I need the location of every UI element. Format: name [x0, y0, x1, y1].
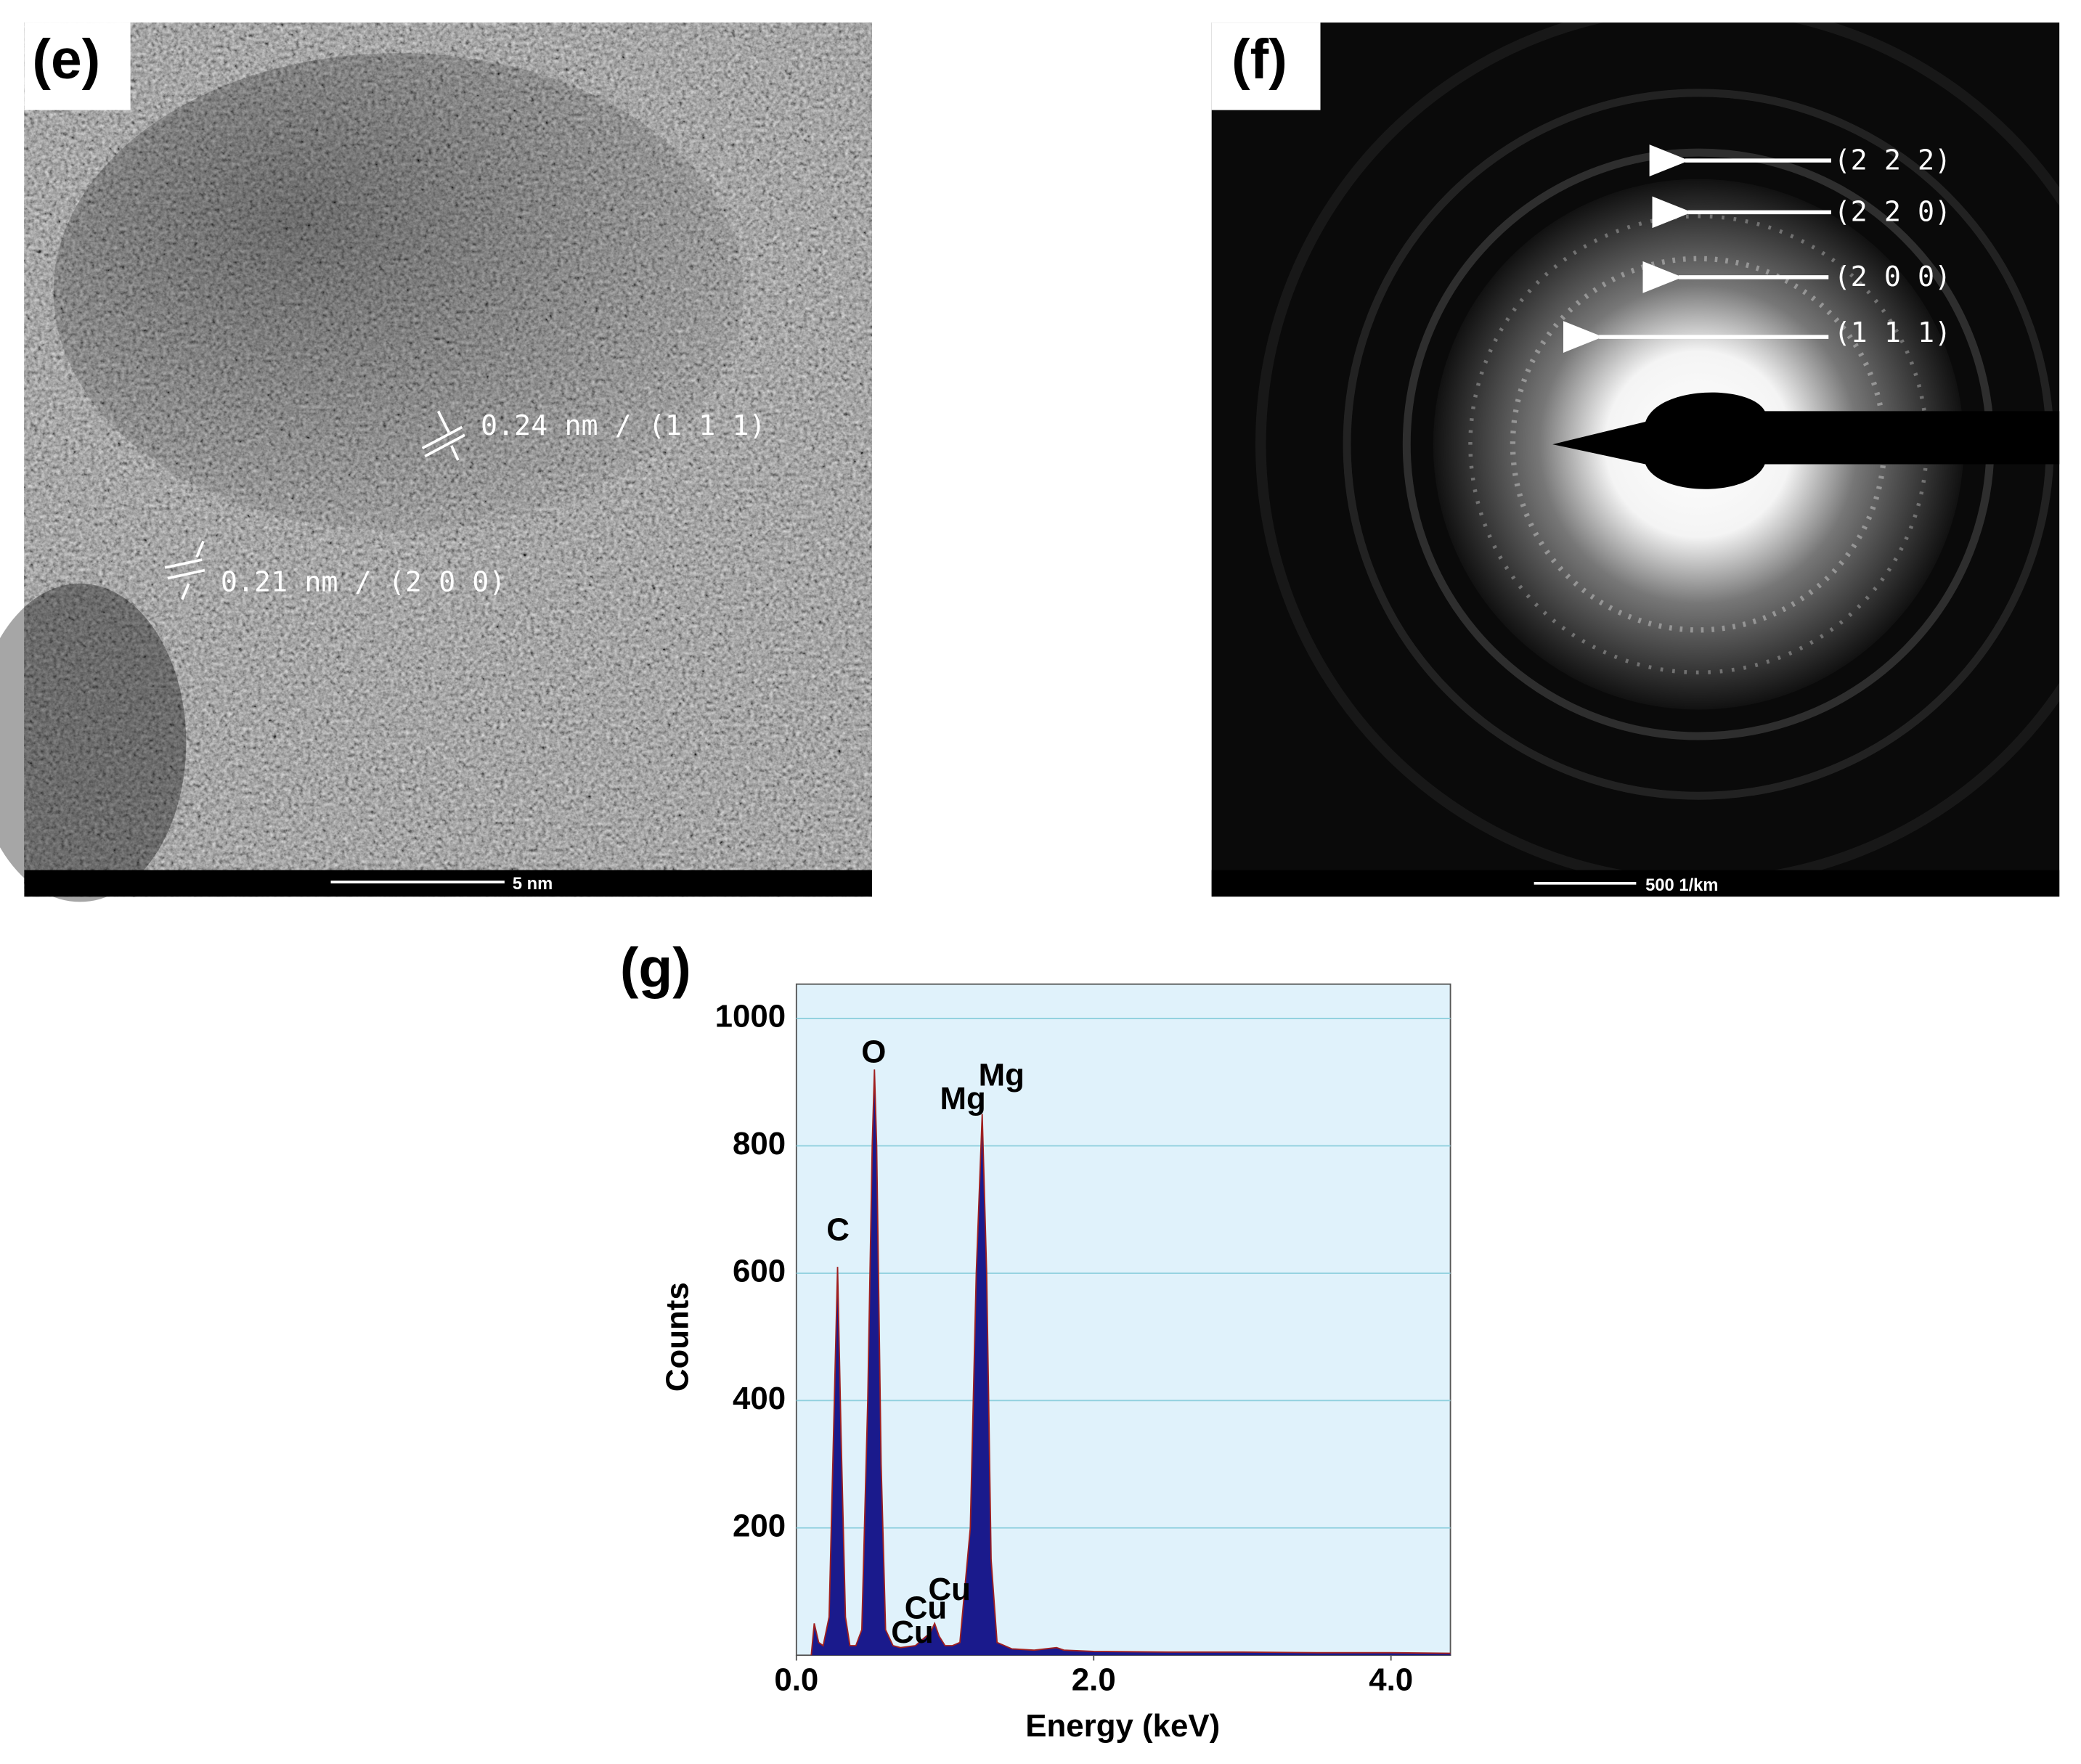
- ring-label: (2 2 0): [1834, 196, 1952, 229]
- plot-area: [795, 983, 1451, 1657]
- y-tick-label: 600: [733, 1253, 786, 1289]
- panel-g: (g) Energy (keV) Counts 200 400 600 800 1000…: [620, 938, 1451, 1744]
- panel-label: (f): [1231, 29, 1287, 91]
- x-tick-label: 4.0: [1369, 1662, 1413, 1697]
- spacing-marker: [421, 410, 465, 461]
- x-tick-label: 0.0: [774, 1662, 818, 1697]
- ring-arrows: [1563, 144, 1831, 354]
- panel-label: (e): [32, 29, 100, 91]
- peak-label: Mg: [979, 1057, 1025, 1093]
- label-bg: [1211, 23, 1321, 110]
- peak-label: Cu: [891, 1614, 933, 1650]
- peak-label: Mg: [940, 1081, 985, 1116]
- label-bg: [24, 23, 131, 110]
- shade: [53, 53, 744, 531]
- peak-label: O: [861, 1034, 886, 1070]
- y-tick-label: 800: [733, 1126, 786, 1161]
- x-tick-label: 2.0: [1072, 1662, 1116, 1697]
- ring-label: (2 0 0): [1834, 261, 1952, 293]
- peak-label: C: [826, 1212, 850, 1247]
- scale-label: 500 1/km: [1645, 875, 1718, 895]
- ring-label: (1 1 1): [1834, 317, 1952, 349]
- panel-f: 500 1/km (f) (2 2 2) (2 2 0) (2 0 0) (1 …: [1211, 1, 2081, 897]
- y-tick-label: 200: [733, 1508, 786, 1543]
- panel-e: 5 nm (e) 0.24 nm / (1 1 1) 0.21 nm / (2 …: [0, 23, 872, 902]
- y-tick-label: 400: [733, 1381, 786, 1416]
- lattice-annotation: 0.21 nm / (2 0 0): [221, 565, 506, 598]
- ring-label: (2 2 2): [1834, 144, 1952, 176]
- peak-label: Cu: [928, 1572, 970, 1607]
- spacing-marker: [164, 540, 205, 600]
- y-tick-label: 1000: [715, 999, 786, 1034]
- spectrum-line: [810, 1069, 1451, 1656]
- scale-label: 5 nm: [513, 874, 553, 894]
- x-axis-label: Energy (keV): [1025, 1708, 1220, 1744]
- peak-label: Cu: [905, 1590, 947, 1625]
- shade: [0, 583, 187, 902]
- lattice-annotation: 0.24 nm / (1 1 1): [481, 409, 766, 442]
- beam-stopper: [1552, 392, 2060, 489]
- y-axis-label: Counts: [660, 1282, 696, 1392]
- scale-strip: [24, 870, 872, 897]
- panel-label: (g): [620, 938, 691, 1000]
